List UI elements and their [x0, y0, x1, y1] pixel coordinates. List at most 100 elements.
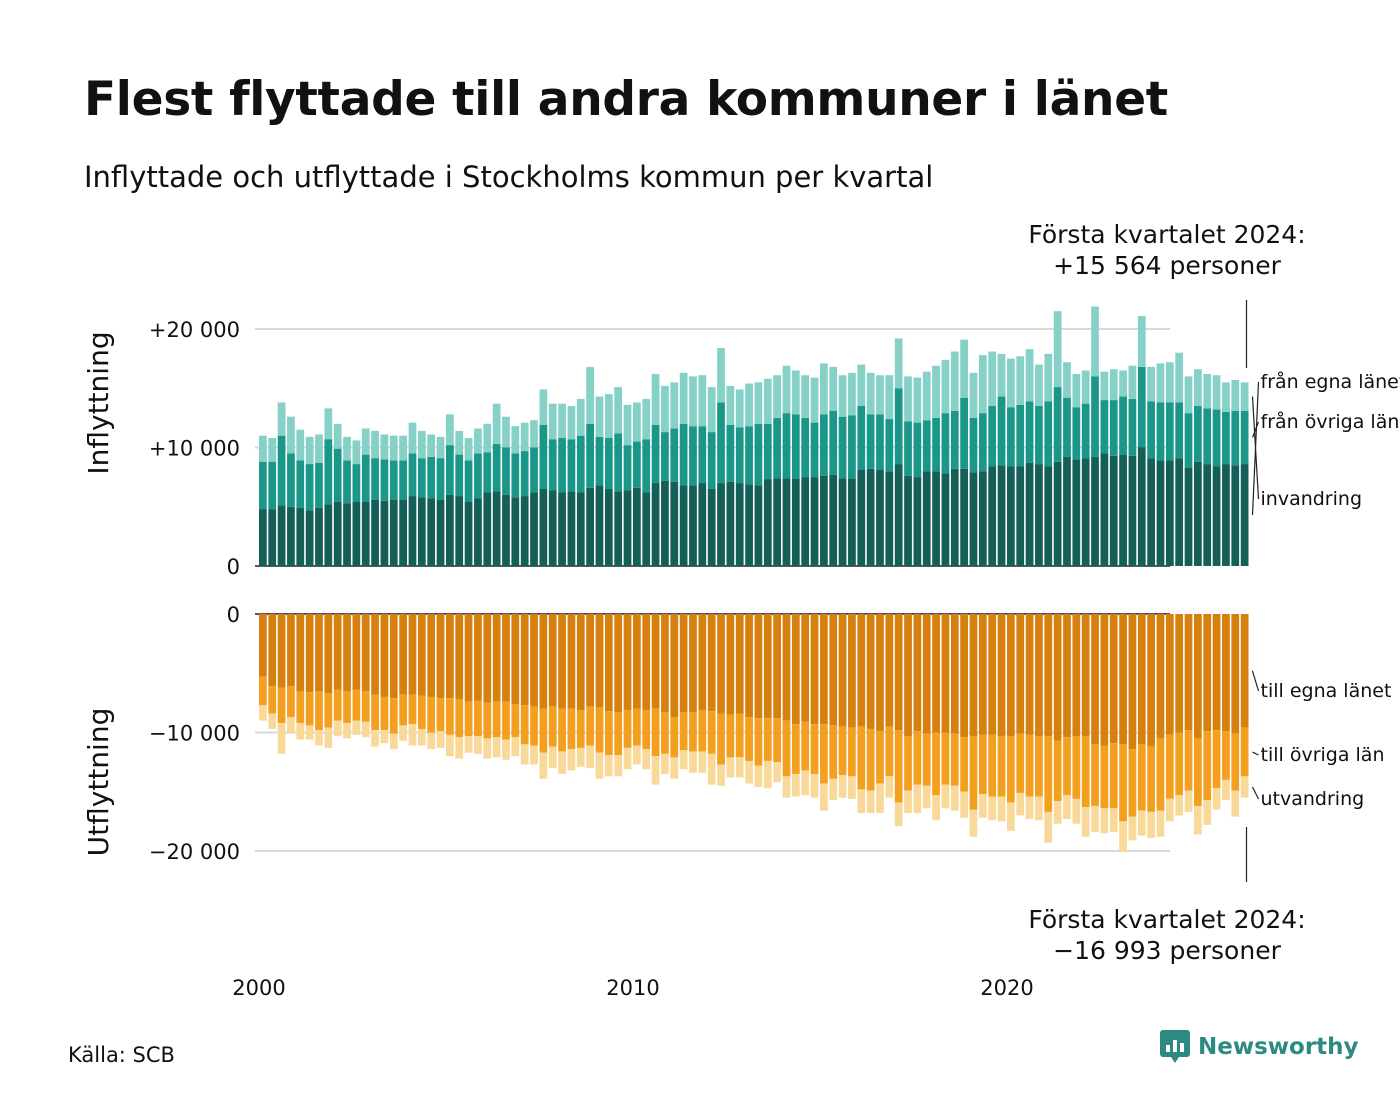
bar-segment	[464, 438, 473, 461]
y-tick-label: −20 000	[149, 840, 240, 864]
bar-segment	[661, 614, 669, 713]
bar-segment	[548, 403, 557, 440]
bar-segment	[520, 422, 529, 452]
bar-segment	[558, 614, 566, 709]
bar-segment	[614, 387, 623, 434]
bar-segment	[679, 423, 688, 486]
bar-segment	[932, 795, 940, 821]
bar-segment	[1081, 736, 1090, 808]
bar-segment	[838, 375, 847, 417]
bar-segment	[1165, 460, 1174, 566]
bar-segment	[707, 711, 716, 754]
bar-segment	[614, 712, 623, 756]
bar-segment	[436, 698, 445, 732]
bar-segment	[427, 456, 436, 499]
bar-segment	[988, 614, 997, 735]
bar-segment	[922, 614, 931, 734]
bar-segment	[1194, 738, 1202, 806]
bar-segment	[586, 745, 594, 769]
bar-segment	[1156, 460, 1165, 566]
bar-segment	[586, 366, 594, 424]
bar-segment	[548, 490, 557, 566]
bar-segment	[791, 478, 800, 566]
bar-segment	[1072, 798, 1081, 824]
bar-segment	[997, 736, 1006, 797]
bar-segment	[726, 481, 735, 566]
bar-segment	[343, 723, 351, 739]
bar-segment	[604, 711, 613, 756]
bar-segment	[1184, 413, 1193, 468]
bar-segment	[1231, 465, 1240, 566]
bar-segment	[371, 614, 379, 695]
bar-segment	[978, 794, 987, 818]
bar-segment	[483, 423, 492, 453]
bar-segment	[1119, 821, 1127, 853]
bar-segment	[1100, 614, 1109, 746]
bar-segment	[343, 503, 351, 566]
bar-segment	[268, 509, 277, 566]
bar-segment	[1175, 352, 1184, 403]
bar-segment	[1203, 408, 1212, 465]
bar-segment	[296, 429, 305, 461]
bar-segment	[268, 614, 277, 687]
bar-segment	[558, 403, 566, 439]
bar-segment	[1184, 614, 1193, 731]
bar-segment	[474, 428, 482, 454]
bar-segment	[689, 712, 697, 752]
bar-segment	[595, 614, 604, 708]
bar-segment	[623, 445, 632, 491]
bar-segment	[950, 410, 959, 469]
leader-line	[1252, 751, 1259, 756]
bar-segment	[876, 783, 884, 814]
bar-segment	[829, 410, 838, 475]
bar-segment	[399, 694, 407, 726]
bar-segment	[876, 375, 884, 415]
bar-segment	[511, 426, 520, 454]
bar-segment	[791, 370, 800, 415]
bar-segment	[539, 752, 548, 779]
bar-segment	[988, 351, 997, 407]
bar-segment	[446, 445, 454, 495]
bar-segment	[1203, 800, 1212, 825]
bar-segment	[343, 691, 351, 724]
bar-segment	[1044, 466, 1053, 566]
bar-segment	[960, 397, 968, 469]
bar-segment	[1231, 614, 1240, 734]
bar-segment	[661, 480, 669, 566]
bar-segment	[810, 377, 819, 423]
bar-segment	[446, 614, 454, 699]
bar-segment	[810, 724, 819, 774]
bar-segment	[717, 347, 725, 403]
bar-segment	[633, 402, 641, 442]
bar-segment	[586, 487, 594, 566]
bar-segment	[268, 438, 277, 462]
bar-segment	[1035, 364, 1043, 407]
bar-segment	[633, 708, 641, 746]
bar-segment	[969, 472, 978, 566]
bar-segment	[1240, 727, 1249, 777]
bar-segment	[502, 614, 510, 702]
bar-segment	[502, 447, 510, 495]
bar-segment	[455, 699, 464, 738]
bar-segment	[698, 426, 707, 484]
bar-segment	[567, 708, 576, 750]
bar-segment	[1016, 733, 1025, 793]
bar-segment	[576, 435, 585, 493]
bar-segment	[586, 614, 594, 707]
bar-segment	[1007, 407, 1015, 467]
bar-segment	[866, 372, 875, 415]
bar-segment	[502, 494, 510, 566]
bar-segment	[427, 732, 436, 750]
bar-segment	[670, 614, 679, 718]
bar-segment	[1147, 401, 1155, 459]
bar-segment	[1091, 456, 1099, 566]
bar-segment	[1137, 366, 1146, 448]
bar-segment	[1231, 379, 1240, 411]
bar-segment	[633, 441, 641, 488]
bar-segment	[820, 614, 828, 725]
bar-segment	[1119, 744, 1127, 822]
bar-segment	[474, 614, 482, 701]
bar-segment	[567, 614, 576, 709]
bar-segment	[679, 614, 688, 713]
bar-segment	[894, 338, 903, 389]
